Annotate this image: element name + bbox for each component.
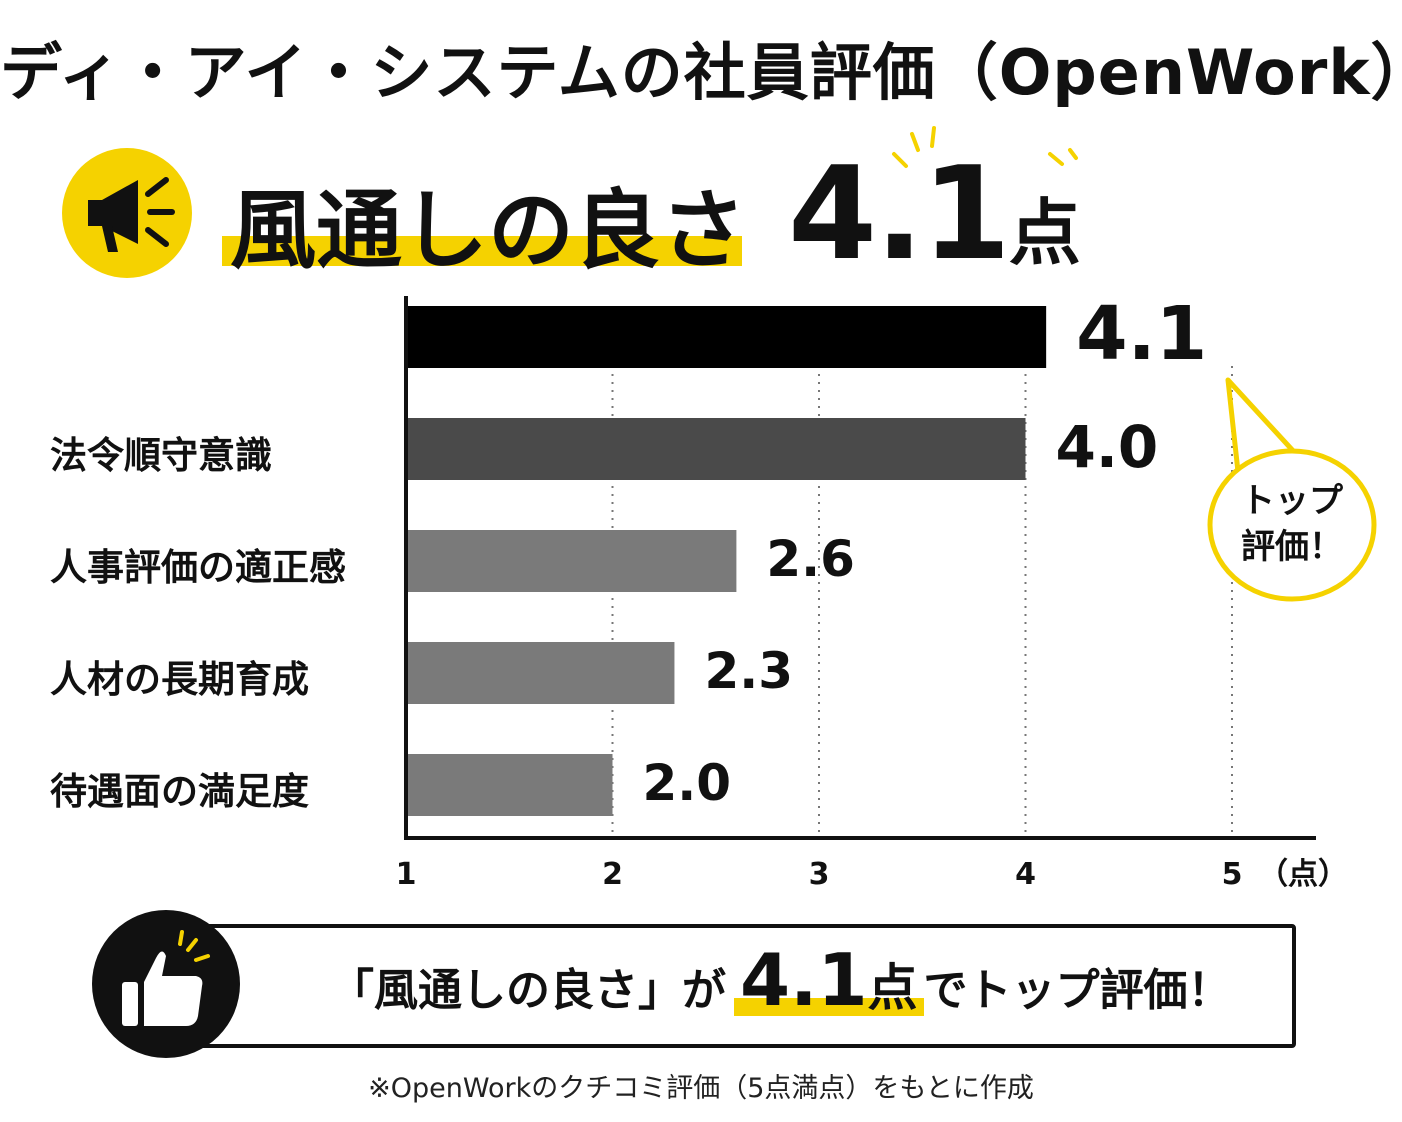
top-rating-callout: トップ 評価！ bbox=[1207, 377, 1377, 602]
thumbs-up-icon bbox=[92, 910, 240, 1058]
callout-line2: 評価！ bbox=[1241, 527, 1343, 567]
category-label-4: 待遇面の満足度 bbox=[50, 770, 309, 813]
x-tick-4: 4 bbox=[1015, 857, 1036, 892]
callout-line1: トップ bbox=[1241, 481, 1343, 521]
bar-1 bbox=[406, 418, 1026, 480]
chart-title: ディ・アイ・システムの社員評価（OpenWork） bbox=[0, 36, 1402, 109]
category-label-2: 人事評価の適正感 bbox=[50, 546, 346, 589]
headline-score: 4.1点 bbox=[788, 140, 1081, 289]
category-label-1: 法令順守意識 bbox=[50, 434, 272, 477]
summary-highlight bbox=[734, 998, 924, 1016]
value-label-4: 2.0 bbox=[642, 754, 732, 812]
category-label-3: 人材の長期育成 bbox=[50, 658, 309, 701]
value-label-1: 4.0 bbox=[1055, 413, 1159, 482]
bar-0 bbox=[406, 306, 1047, 368]
headline-highlight bbox=[222, 236, 742, 266]
headline-score-unit: 点 bbox=[1008, 191, 1081, 275]
bar-3 bbox=[406, 642, 675, 704]
footnote: ※OpenWorkのクチコミ評価（5点満点）をもとに作成 bbox=[368, 1073, 1034, 1104]
x-tick-3: 3 bbox=[809, 857, 830, 892]
value-label-0: 4.1 bbox=[1076, 291, 1208, 378]
megaphone-icon bbox=[62, 148, 192, 278]
headline-score-value: 4.1 bbox=[788, 140, 1011, 289]
value-label-2: 2.6 bbox=[766, 530, 855, 588]
bar-2 bbox=[406, 530, 737, 592]
sparkle-icon bbox=[870, 120, 1090, 194]
summary-tail: でトップ評価！ bbox=[923, 965, 1232, 1016]
summary-score-unit: 点 bbox=[867, 959, 918, 1017]
x-tick-1: 1 bbox=[396, 857, 417, 892]
summary-score: 4.1 bbox=[740, 938, 868, 1022]
x-tick-5: 5 bbox=[1222, 857, 1243, 892]
summary-score-wrap: 4.1点 bbox=[734, 938, 924, 1022]
headline-label: 風通しの良さ bbox=[230, 181, 746, 281]
bar-4 bbox=[406, 754, 613, 816]
x-axis-unit: （点） bbox=[1258, 857, 1348, 892]
value-label-3: 2.3 bbox=[704, 642, 794, 700]
summary-text: 「風通しの良さ」が 4.1点 でトップ評価！ bbox=[330, 938, 1232, 1022]
x-tick-2: 2 bbox=[602, 857, 623, 892]
summary-quote: 「風通しの良さ」が bbox=[330, 965, 726, 1016]
summary-banner bbox=[168, 924, 1296, 1048]
